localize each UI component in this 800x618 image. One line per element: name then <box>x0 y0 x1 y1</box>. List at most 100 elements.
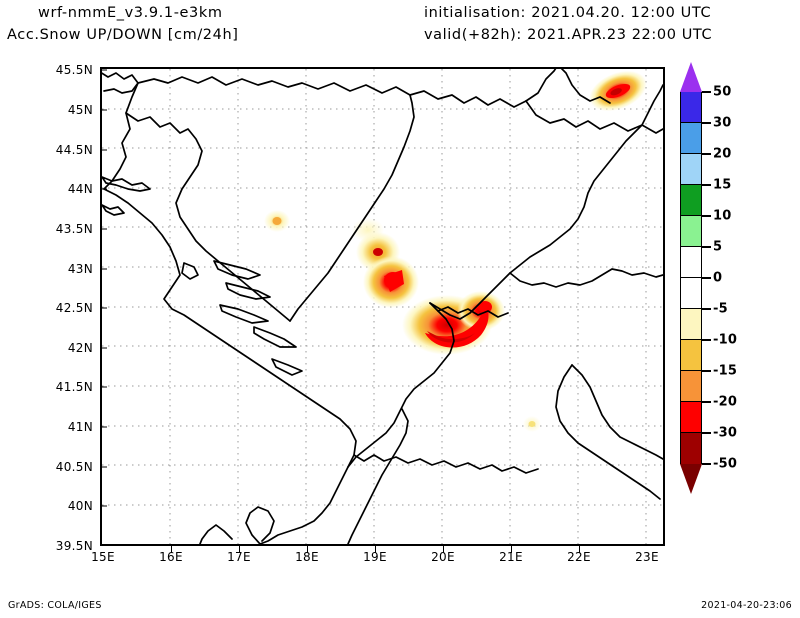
colorbar-band <box>680 123 702 154</box>
ytick-label: 45.5N <box>55 63 93 77</box>
colorbar-tick-mark <box>702 401 711 403</box>
colorbar-tick-label: -15 <box>713 363 738 379</box>
xtick-mark <box>375 546 376 553</box>
xtick-label: 20E <box>431 550 455 564</box>
xtick-mark <box>511 546 512 553</box>
colorbar-tick-mark <box>702 370 711 372</box>
field-title: h Acc.Snow UP/DOWN [cm/24h] <box>0 27 239 43</box>
xtick-mark <box>443 546 444 553</box>
colorbar-band <box>680 371 702 402</box>
xtick-mark <box>239 546 240 553</box>
field-cell-bosnia <box>264 210 290 232</box>
field-cell-west-serbia <box>352 218 419 308</box>
colorbar-tick-mark <box>702 91 711 93</box>
colorbar-tick-label: -10 <box>713 332 738 348</box>
map-canvas <box>102 69 663 544</box>
colorbar-tick-mark <box>702 339 711 341</box>
ytick-label: 41.5N <box>55 380 93 394</box>
xtick-label: 19E <box>363 550 387 564</box>
colorbar-band <box>680 278 702 309</box>
ytick-mark <box>100 69 107 71</box>
xtick-label: 16E <box>159 550 183 564</box>
ytick-label: 42.5N <box>55 301 93 315</box>
colorbar-tick-label: 15 <box>713 177 732 193</box>
colorbar-tick-mark <box>702 308 711 310</box>
xtick-mark <box>307 546 308 553</box>
xtick-mark <box>579 546 580 553</box>
snow-accumulation-field <box>264 70 647 432</box>
field-cell-macedonia <box>523 416 541 432</box>
colorbar-band <box>680 185 702 216</box>
colorbar-tick-label: -5 <box>713 301 728 317</box>
colorbar-bands <box>680 92 702 464</box>
ytick-mark <box>100 386 107 388</box>
colorbar-tick-label: -50 <box>713 456 738 472</box>
xtick-label: 22E <box>567 550 591 564</box>
colorbar-tick-mark <box>702 246 711 248</box>
colorbar-tick-mark <box>702 122 711 124</box>
colorbar-tick-mark <box>702 463 711 465</box>
coastline-and-borders <box>102 69 663 544</box>
colorbar-tick-mark <box>702 432 711 434</box>
colorbar-tick-mark <box>702 184 711 186</box>
colorbar: 50 30 20 15 10 5 0 -5 -10 -15 -20 -30 -50 <box>676 60 800 540</box>
colorbar-band <box>680 433 702 464</box>
colorbar-tick-label: 0 <box>713 270 723 286</box>
xtick-label: 17E <box>227 550 251 564</box>
ytick-mark <box>100 466 107 468</box>
ytick-label: 44.5N <box>55 143 93 157</box>
footer-timestamp: 2021-04-20-23:06 <box>701 600 792 611</box>
ytick-label: 42N <box>67 341 93 355</box>
colorbar-band <box>680 247 702 278</box>
ytick-mark <box>100 109 107 111</box>
model-title: wrf-nmmE_v3.9.1-e3km <box>38 5 223 21</box>
colorbar-tick-label: 30 <box>713 115 732 131</box>
ytick-label: 43N <box>67 262 93 276</box>
latitude-axis: 39.5N 40N 40.5N 41N 41.5N 42N 42.5N 43N … <box>30 0 93 618</box>
ytick-label: 40.5N <box>55 460 93 474</box>
ytick-label: 44N <box>67 182 93 196</box>
ytick-mark <box>100 188 107 190</box>
colorbar-band <box>680 216 702 247</box>
ytick-mark <box>100 347 107 349</box>
colorbar-tick-label: 50 <box>713 84 732 100</box>
colorbar-tick-label: 5 <box>713 239 723 255</box>
colorbar-tick-mark <box>702 215 711 217</box>
colorbar-tick-mark <box>702 277 711 279</box>
ytick-label: 43.5N <box>55 222 93 236</box>
colorbar-tick-label: -30 <box>713 425 738 441</box>
xtick-label: 15E <box>91 550 115 564</box>
ytick-mark <box>100 505 107 507</box>
field-cell-south-serbia <box>402 291 505 355</box>
ytick-mark <box>100 149 107 151</box>
colorbar-band <box>680 402 702 433</box>
colorbar-tick-label: -20 <box>713 394 738 410</box>
valid-time: valid(+82h): 2021.APR.23 22:00 UTC <box>424 27 713 43</box>
ytick-mark <box>100 426 107 428</box>
xtick-mark <box>171 546 172 553</box>
ytick-mark <box>100 228 107 230</box>
ytick-label: 39.5N <box>55 539 93 553</box>
ytick-label: 40N <box>67 499 93 513</box>
map-plot-area <box>100 67 665 546</box>
triangle-up-icon <box>680 62 702 92</box>
header: wrf-nmmE_v3.9.1-e3km h Acc.Snow UP/DOWN … <box>0 0 800 52</box>
initialisation-time: initialisation: 2021.04.20. 12:00 UTC <box>424 5 712 21</box>
colorbar-band <box>680 340 702 371</box>
field-cell-ne <box>589 70 647 112</box>
graticule-grid <box>102 69 663 544</box>
ytick-mark <box>100 307 107 309</box>
ytick-label: 45N <box>67 103 93 117</box>
ytick-label: 41N <box>67 420 93 434</box>
colorbar-band <box>680 154 702 185</box>
colorbar-tick-label: 20 <box>713 146 732 162</box>
colorbar-band <box>680 92 702 123</box>
ytick-mark <box>100 268 107 270</box>
colorbar-band <box>680 309 702 340</box>
footer-credit: GrADS: COLA/IGES <box>8 600 102 611</box>
colorbar-tick-label: 10 <box>713 208 732 224</box>
triangle-down-icon <box>680 464 702 494</box>
colorbar-tick-mark <box>702 153 711 155</box>
xtick-label: 23E <box>635 550 659 564</box>
xtick-label: 21E <box>499 550 523 564</box>
